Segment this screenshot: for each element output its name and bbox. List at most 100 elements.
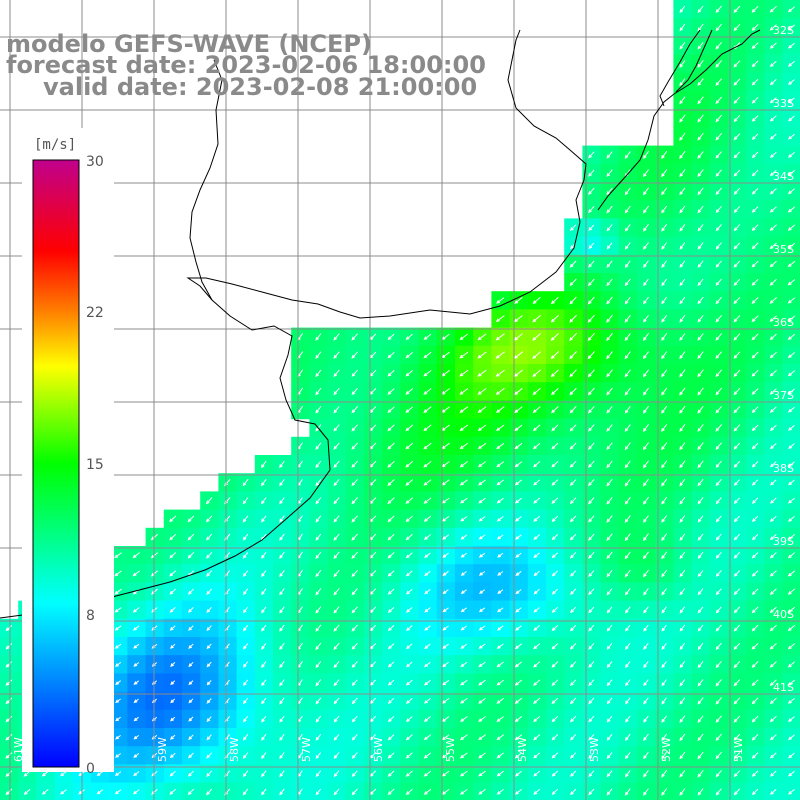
wind-arrow: [279, 515, 285, 523]
wind-arrow: [697, 151, 704, 159]
wind-arrow: [551, 734, 559, 741]
wind-arrow: [551, 715, 559, 723]
wind-arrow: [514, 442, 523, 450]
wind-arrow: [606, 496, 613, 505]
wind-arrow: [679, 569, 686, 578]
wind-arrow: [442, 625, 449, 631]
wind-arrow: [679, 369, 686, 378]
wind-arrow: [624, 260, 631, 268]
wind-arrow: [661, 697, 667, 705]
wind-arrow: [424, 625, 431, 631]
wind-arrow: [170, 716, 176, 722]
wind-arrow: [788, 461, 795, 468]
wind-arrow: [624, 242, 631, 250]
wind-arrow: [643, 788, 649, 796]
wind-arrow: [351, 478, 358, 487]
colorbar: [m/s] 30 22 15 8 0: [22, 128, 114, 777]
wind-arrow: [715, 679, 722, 687]
wind-arrow: [733, 533, 740, 541]
wind-arrow: [405, 770, 413, 777]
wind-arrow: [170, 734, 176, 740]
wind-arrow: [588, 752, 595, 759]
wind-arrow: [733, 497, 740, 504]
wind-arrow: [333, 661, 340, 669]
wind-arrow: [351, 697, 358, 705]
wind-arrow: [787, 697, 795, 704]
wind-arrow: [514, 661, 523, 668]
wind-arrow: [261, 606, 267, 614]
wind-arrow: [588, 624, 595, 632]
wind-arrow: [715, 551, 722, 559]
wind-arrow: [751, 278, 759, 286]
wind-arrow: [679, 770, 686, 778]
wind-arrow: [679, 478, 686, 487]
wind-arrow: [715, 242, 722, 250]
wind-arrow: [315, 442, 322, 450]
wind-arrow: [533, 497, 541, 504]
wind-arrow: [733, 315, 741, 323]
wind-arrow: [333, 406, 340, 414]
wind-arrow: [643, 697, 649, 705]
wind-arrow: [787, 24, 796, 31]
wind-arrow: [242, 551, 249, 559]
wind-arrow: [496, 479, 504, 486]
wind-arrow: [679, 78, 686, 87]
wind-arrow: [496, 752, 504, 759]
wind-arrow: [570, 734, 577, 741]
wind-arrow: [387, 734, 395, 741]
wind-arrow: [769, 97, 777, 104]
wind-arrow: [679, 697, 686, 705]
wind-arrow: [497, 552, 504, 558]
wind-arrow: [496, 297, 505, 304]
wind-arrow: [643, 533, 649, 542]
wind-arrow: [751, 297, 759, 304]
wind-arrow: [333, 715, 340, 723]
wind-arrow: [514, 461, 523, 468]
wind-arrow: [769, 206, 777, 213]
wind-arrow: [679, 515, 686, 523]
wind-arrow: [5, 752, 13, 759]
wind-arrow: [423, 734, 432, 741]
wind-arrow: [460, 497, 468, 504]
wind-arrow: [478, 552, 486, 558]
wind-arrow: [697, 96, 704, 105]
wind-arrow: [405, 697, 413, 704]
wind-arrow: [279, 497, 285, 505]
wind-arrow: [769, 115, 777, 122]
wind-arrow: [769, 606, 777, 614]
wind-arrow: [733, 133, 741, 141]
wind-arrow: [551, 406, 559, 414]
wind-arrow: [532, 333, 542, 341]
wind-arrow: [206, 680, 212, 686]
wind-arrow: [188, 752, 194, 759]
wind-arrow: [643, 515, 649, 523]
wind-arrow: [606, 424, 613, 432]
wind-arrow: [279, 697, 285, 705]
wind-arrow: [460, 625, 468, 631]
wind-arrow: [643, 260, 649, 269]
wind-arrow: [733, 96, 741, 104]
wind-arrow: [733, 333, 741, 341]
wind-arrow: [333, 788, 340, 796]
wind-arrow: [769, 534, 777, 541]
wind-arrow: [751, 424, 759, 432]
wind-arrow: [606, 278, 613, 287]
wind-arrow: [387, 533, 395, 541]
wind-arrow: [788, 734, 795, 741]
wind-arrow: [588, 606, 595, 614]
wind-arrow: [187, 588, 194, 595]
wind-arrow: [643, 314, 649, 323]
wind-arrow: [751, 552, 759, 559]
wind-arrow: [550, 314, 559, 323]
wind-arrow: [606, 460, 613, 469]
longitude-label: 53W: [588, 737, 601, 762]
wind-arrow: [679, 60, 686, 68]
wind-arrow: [114, 588, 122, 595]
wind-arrow: [423, 351, 432, 359]
wind-arrow: [679, 715, 686, 724]
latitude-label: 33S: [773, 97, 794, 110]
wind-arrow: [787, 333, 796, 341]
wind-arrow: [569, 497, 577, 505]
wind-arrow: [787, 79, 795, 86]
wind-arrow: [751, 588, 759, 595]
